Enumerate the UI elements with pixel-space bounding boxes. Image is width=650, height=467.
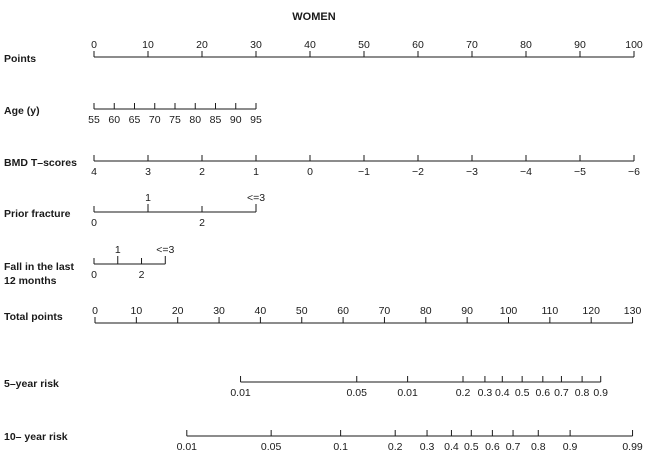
tick-label: 2 <box>199 217 205 229</box>
scale-risk10: 10– year risk 0.01 0.05 0.1 0.2 0.3 0.4 0.5 0.6 0… <box>4 430 643 453</box>
tick-label: 1 <box>115 244 121 256</box>
tick-label: −2 <box>412 166 424 178</box>
tick-label: 30 <box>250 39 262 51</box>
tick-label: 75 <box>169 114 181 126</box>
tick-label: 0.9 <box>593 387 608 399</box>
tick-label: 40 <box>255 305 267 317</box>
scale-prior-fracture: Prior fracture 0 2 1 <=3 <box>4 192 265 229</box>
tick-label: <=3 <box>247 192 265 204</box>
tick-label: 0.1 <box>333 441 348 453</box>
scale-points: Points 0 10 20 30 40 50 60 70 80 90 100 <box>4 39 643 65</box>
scale-bmd: BMD T–scores 4 3 2 1 0 −1 −2 −3 −4 −5 −6 <box>4 155 640 178</box>
tick-label: 110 <box>541 305 558 317</box>
row-label-fall: Fall in the last <box>4 261 75 273</box>
tick-label: 0.3 <box>478 387 493 399</box>
tick-label: 0.8 <box>531 441 546 453</box>
tick-label: 70 <box>466 39 478 51</box>
tick-label: 60 <box>108 114 120 126</box>
tick-label: −1 <box>358 166 370 178</box>
tick-label: 0.4 <box>444 441 459 453</box>
tick-label: 90 <box>230 114 242 126</box>
tick-label: 80 <box>189 114 201 126</box>
row-label-fall: 12 months <box>4 275 57 287</box>
row-label-prior-fracture: Prior fracture <box>4 208 71 220</box>
tick-label: 70 <box>379 305 391 317</box>
scale-fall: Fall in the last 12 months 0 2 1 <=3 <box>4 244 174 287</box>
tick-label: 120 <box>582 305 600 317</box>
nomogram-title: WOMEN <box>292 11 335 23</box>
tick-label: 0 <box>307 166 313 178</box>
tick-label: 3 <box>145 166 151 178</box>
tick-label: 0 <box>91 269 97 281</box>
tick-label: 100 <box>625 39 643 51</box>
tick-label: 0.5 <box>515 387 530 399</box>
tick-label: 100 <box>500 305 518 317</box>
tick-label: 40 <box>304 39 316 51</box>
tick-label: 0.01 <box>177 441 198 453</box>
tick-label: 70 <box>149 114 161 126</box>
tick-label: 4 <box>91 166 97 178</box>
tick-label: 20 <box>172 305 184 317</box>
tick-label: 0.01 <box>397 387 418 399</box>
row-label-bmd: BMD T–scores <box>4 157 77 169</box>
tick-label: 80 <box>520 39 532 51</box>
tick-label: 0.99 <box>622 441 643 453</box>
tick-label: 0.2 <box>456 387 471 399</box>
tick-label: 50 <box>358 39 370 51</box>
tick-label: 0.01 <box>230 387 251 399</box>
tick-label: 1 <box>253 166 259 178</box>
tick-label: 50 <box>296 305 308 317</box>
tick-label: 60 <box>412 39 424 51</box>
row-label-points: Points <box>4 53 36 65</box>
row-label-total: Total points <box>4 311 63 323</box>
tick-label: 60 <box>337 305 349 317</box>
tick-label: 0.6 <box>536 387 551 399</box>
tick-label: 30 <box>213 305 225 317</box>
row-label-risk5: 5–year risk <box>4 378 59 390</box>
tick-label: 10 <box>131 305 143 317</box>
tick-label: 0 <box>91 217 97 229</box>
tick-label: 0 <box>92 305 98 317</box>
tick-label: 0.3 <box>420 441 435 453</box>
tick-label: −3 <box>466 166 478 178</box>
tick-label: 2 <box>199 166 205 178</box>
tick-label: 80 <box>420 305 432 317</box>
tick-label: −6 <box>628 166 640 178</box>
row-label-age: Age (y) <box>4 105 40 117</box>
tick-label: −4 <box>520 166 532 178</box>
scale-age: Age (y) 55 60 65 70 75 80 85 90 95 <box>4 103 262 126</box>
tick-label: 1 <box>145 192 151 204</box>
tick-label: 0.7 <box>506 441 521 453</box>
tick-label: 55 <box>88 114 100 126</box>
tick-label: 0.5 <box>464 441 479 453</box>
tick-label: 0.05 <box>347 387 368 399</box>
tick-label: 20 <box>196 39 208 51</box>
tick-label: 85 <box>210 114 222 126</box>
tick-label: 0.6 <box>485 441 500 453</box>
tick-label: 0.4 <box>495 387 510 399</box>
tick-label: 0.8 <box>575 387 590 399</box>
tick-label: −5 <box>574 166 586 178</box>
tick-label: 90 <box>461 305 473 317</box>
row-label-risk10: 10– year risk <box>4 431 68 443</box>
tick-label: <=3 <box>156 244 174 256</box>
tick-label: 65 <box>129 114 141 126</box>
tick-label: 90 <box>574 39 586 51</box>
tick-label: 0.7 <box>554 387 569 399</box>
tick-label: 10 <box>142 39 154 51</box>
tick-label: 130 <box>624 305 642 317</box>
tick-label: 0 <box>91 39 97 51</box>
tick-label: 2 <box>139 269 145 281</box>
tick-label: 95 <box>250 114 262 126</box>
tick-label: 0.05 <box>261 441 282 453</box>
scale-total: Total points 0 10 20 30 40 50 60 70 80 90 100 110 120… <box>4 305 642 324</box>
tick-label: 0.2 <box>388 441 403 453</box>
tick-label: 0.9 <box>563 441 578 453</box>
